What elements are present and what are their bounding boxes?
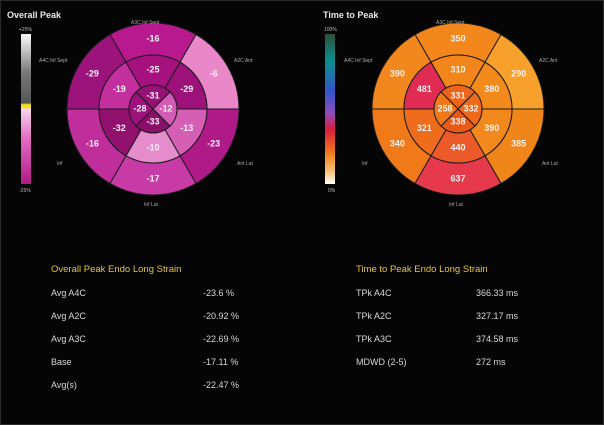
segment-value: 637 — [450, 173, 465, 183]
overall-peak-title: Overall Peak — [7, 10, 62, 20]
time-row-label: MDWD (2-5) — [356, 357, 407, 367]
segment-value: 481 — [417, 84, 432, 94]
left-wall-label-top: A3C Inf Sept — [131, 20, 160, 26]
time-to-peak-bullseye: 350 290 385 637 340 390 310 380 390 440 321 481 331 3… — [371, 22, 545, 196]
right-wall-label-bottom: Inf Lat — [449, 202, 463, 208]
time-table-title: Time to Peak Endo Long Strain — [356, 264, 488, 275]
segment-value: 390 — [390, 68, 405, 78]
time-colorbar — [325, 34, 335, 184]
segment-value: -29 — [180, 84, 193, 94]
right-scale-max-label: 100% — [324, 27, 337, 33]
strain-row-value: -17.11 % — [203, 357, 239, 367]
segment-value: -10 — [146, 142, 159, 152]
left-wall-label-left: Inf — [57, 161, 63, 167]
strain-row-label: Base — [51, 357, 72, 367]
right-wall-label-top-right: A2C Ant — [539, 58, 558, 64]
segment-value: -16 — [146, 33, 159, 43]
time-row-value: 374.58 ms — [476, 334, 519, 344]
left-wall-label-top-right: A2C Ant — [234, 58, 253, 64]
segment-apical — [440, 108, 476, 134]
segment-value: 390 — [484, 123, 499, 133]
left-wall-label-top-left: A4C Inf Sept — [39, 58, 68, 64]
segment-value: 331 — [450, 90, 465, 100]
right-wall-label-left: Inf — [362, 161, 368, 167]
time-row-label: TPk A3C — [356, 334, 392, 344]
segment-value: 350 — [450, 33, 465, 43]
strain-row-label: Avg A2C — [51, 311, 86, 321]
right-scale-min-label: 0% — [328, 188, 336, 194]
segment-value: 258 — [437, 103, 452, 113]
strain-row-label: Avg(s) — [51, 380, 77, 390]
strain-row-value: -22.69 % — [203, 334, 240, 344]
segment-value: 338 — [450, 116, 465, 126]
segment-value: -31 — [146, 90, 159, 100]
left-scale-max-label: +25% — [19, 27, 32, 33]
segment-value: 332 — [463, 103, 478, 113]
left-scale-min-label: -25% — [19, 188, 31, 194]
segment-value: 310 — [450, 64, 465, 74]
time-row-value: 366.33 ms — [476, 288, 519, 298]
strain-row-value: -20.92 % — [203, 311, 240, 321]
segment-value: 340 — [390, 138, 405, 148]
segment-value: -12 — [159, 103, 172, 113]
strain-colorbar — [21, 34, 31, 184]
segment-value: -29 — [86, 68, 99, 78]
segment-value: 380 — [484, 84, 499, 94]
segment-value: 290 — [511, 68, 526, 78]
left-wall-label-right: Ant Lat — [237, 161, 253, 167]
strain-row-label: Avg A3C — [51, 334, 86, 344]
segment-apical — [135, 84, 171, 110]
segment-value: -28 — [133, 103, 146, 113]
strain-row-value: -23.6 % — [203, 288, 235, 298]
left-wall-label-bottom: Inf Lat — [144, 202, 158, 208]
segment-value: -32 — [113, 123, 126, 133]
segment-apical — [128, 91, 154, 127]
segment-apical — [457, 91, 483, 127]
time-to-peak-title: Time to Peak — [323, 10, 379, 20]
segment-apical — [440, 84, 476, 110]
time-row-label: TPk A4C — [356, 288, 392, 298]
right-wall-label-right: Ant Lat — [542, 161, 558, 167]
segment-value: -23 — [207, 138, 220, 148]
segment-value: 385 — [511, 138, 526, 148]
segment-value: 321 — [417, 123, 432, 133]
segment-value: -13 — [180, 123, 193, 133]
strain-row-label: Avg A4C — [51, 288, 86, 298]
segment-value: -19 — [113, 84, 126, 94]
right-wall-label-top: A3C Inf Sept — [436, 20, 465, 26]
strain-row-value: -22.47 % — [203, 380, 240, 390]
overall-peak-bullseye: -16 -6 -23 -17 -16 -29 -25 -29 -13 -10 -32 -19 -31-1… — [66, 22, 240, 196]
segment-value: 440 — [450, 142, 465, 152]
segment-apical — [152, 91, 178, 127]
segment-value: -33 — [146, 116, 159, 126]
segment-value: -16 — [86, 138, 99, 148]
segment-apical — [135, 108, 171, 134]
time-row-value: 327.17 ms — [476, 311, 519, 321]
time-row-value: 272 ms — [476, 357, 506, 367]
segment-value: -25 — [146, 64, 159, 74]
time-row-label: TPk A2C — [356, 311, 392, 321]
segment-value: -17 — [146, 173, 159, 183]
segment-apical — [433, 91, 459, 127]
right-wall-label-top-left: A4C Inf Sept — [344, 58, 373, 64]
segment-value: -6 — [210, 68, 218, 78]
strain-table-title: Overall Peak Endo Long Strain — [51, 264, 182, 275]
